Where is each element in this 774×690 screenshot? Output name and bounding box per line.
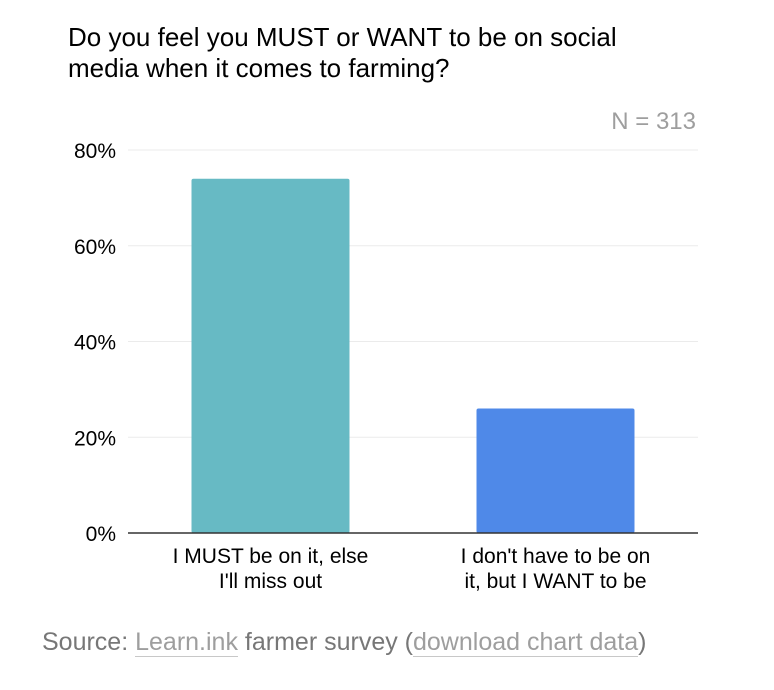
x-tick-label-line: I don't have to be on	[461, 545, 651, 568]
sample-size-label: N = 313	[611, 108, 696, 135]
x-tick-label-2: I don't have to be on it, but I WANT to b…	[461, 545, 651, 593]
x-tick-label-line: I MUST be on it, else	[173, 545, 369, 568]
source-suffix: )	[638, 628, 647, 656]
y-axis-tick-labels: 0% 20% 40% 60% 80%	[74, 140, 116, 546]
bar-chart: 0% 20% 40% 60% 80% I MUST be on it, else I'll…	[74, 140, 698, 593]
bar-1	[191, 178, 350, 533]
chart-title-line-2: media when it comes to farming?	[68, 53, 450, 83]
chart-title: Do you feel you MUST or WANT to be on so…	[68, 22, 708, 84]
x-tick-label-1: I MUST be on it, else I'll miss out	[173, 545, 369, 593]
source-note: Source: Learn.ink farmer survey (downloa…	[42, 628, 647, 657]
bars	[191, 178, 635, 533]
y-tick-label: 80%	[74, 140, 116, 163]
download-chart-data-link[interactable]: download chart data	[413, 628, 639, 657]
chart-title-line-1: Do you feel you MUST or WANT to be on so…	[68, 22, 617, 52]
source-prefix: Source:	[42, 628, 136, 656]
y-tick-label: 20%	[74, 427, 116, 450]
x-tick-label-line: I'll miss out	[219, 570, 322, 593]
x-axis-tick-labels: I MUST be on it, else I'll miss out I don'…	[173, 545, 651, 593]
source-middle: farmer survey (	[237, 628, 413, 656]
learn-ink-link[interactable]: Learn.ink	[135, 628, 238, 657]
y-tick-label: 60%	[74, 236, 116, 259]
y-tick-label: 0%	[86, 523, 116, 546]
bar-2	[476, 408, 635, 533]
y-tick-label: 40%	[74, 332, 116, 355]
x-tick-label-line: it, but I WANT to be	[464, 570, 646, 593]
